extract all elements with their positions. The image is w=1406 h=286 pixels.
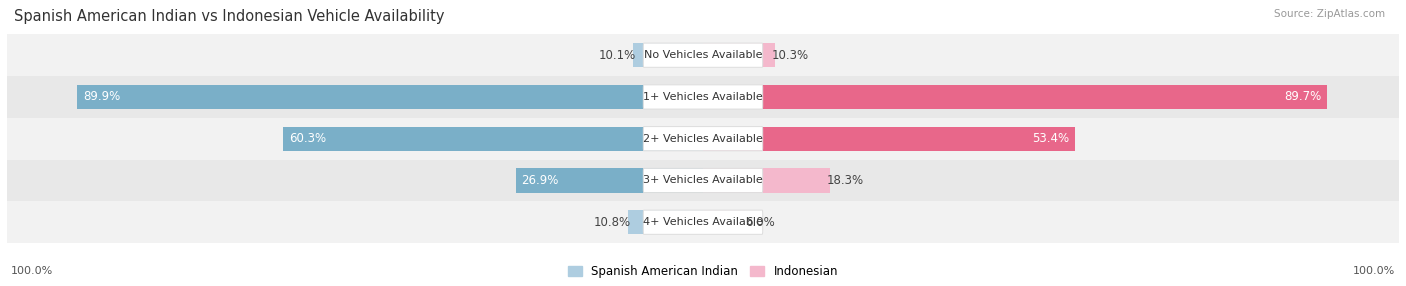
Bar — [284, 127, 703, 151]
FancyBboxPatch shape — [644, 127, 762, 151]
Text: Source: ZipAtlas.com: Source: ZipAtlas.com — [1274, 9, 1385, 19]
Text: 3+ Vehicles Available: 3+ Vehicles Available — [643, 176, 763, 185]
Bar — [7, 118, 1399, 160]
Text: 89.9%: 89.9% — [83, 90, 121, 104]
Text: 1+ Vehicles Available: 1+ Vehicles Available — [643, 92, 763, 102]
Text: 2+ Vehicles Available: 2+ Vehicles Available — [643, 134, 763, 144]
FancyBboxPatch shape — [644, 210, 762, 234]
Text: 18.3%: 18.3% — [827, 174, 865, 187]
Bar — [633, 43, 703, 67]
Text: 100.0%: 100.0% — [1353, 266, 1396, 276]
Bar — [7, 34, 1399, 76]
Bar — [703, 43, 775, 67]
Text: 60.3%: 60.3% — [290, 132, 326, 145]
Text: 53.4%: 53.4% — [1032, 132, 1069, 145]
Bar — [7, 160, 1399, 201]
Text: 6.0%: 6.0% — [745, 216, 775, 229]
Text: 26.9%: 26.9% — [522, 174, 558, 187]
Text: 10.8%: 10.8% — [593, 216, 631, 229]
Bar — [703, 127, 1074, 151]
Legend: Spanish American Indian, Indonesian: Spanish American Indian, Indonesian — [562, 261, 844, 283]
Bar — [703, 168, 831, 192]
Text: 10.3%: 10.3% — [772, 49, 808, 62]
Text: 10.1%: 10.1% — [599, 49, 636, 62]
Bar — [7, 201, 1399, 243]
Bar — [7, 76, 1399, 118]
Bar — [77, 85, 703, 109]
FancyBboxPatch shape — [644, 85, 762, 109]
Bar — [516, 168, 703, 192]
Bar — [703, 85, 1327, 109]
Bar — [628, 210, 703, 234]
Text: 100.0%: 100.0% — [10, 266, 53, 276]
Text: No Vehicles Available: No Vehicles Available — [644, 50, 762, 60]
FancyBboxPatch shape — [644, 43, 762, 67]
Text: 4+ Vehicles Available: 4+ Vehicles Available — [643, 217, 763, 227]
FancyBboxPatch shape — [644, 168, 762, 192]
Text: 89.7%: 89.7% — [1284, 90, 1322, 104]
Bar — [703, 210, 745, 234]
Text: Spanish American Indian vs Indonesian Vehicle Availability: Spanish American Indian vs Indonesian Ve… — [14, 9, 444, 23]
